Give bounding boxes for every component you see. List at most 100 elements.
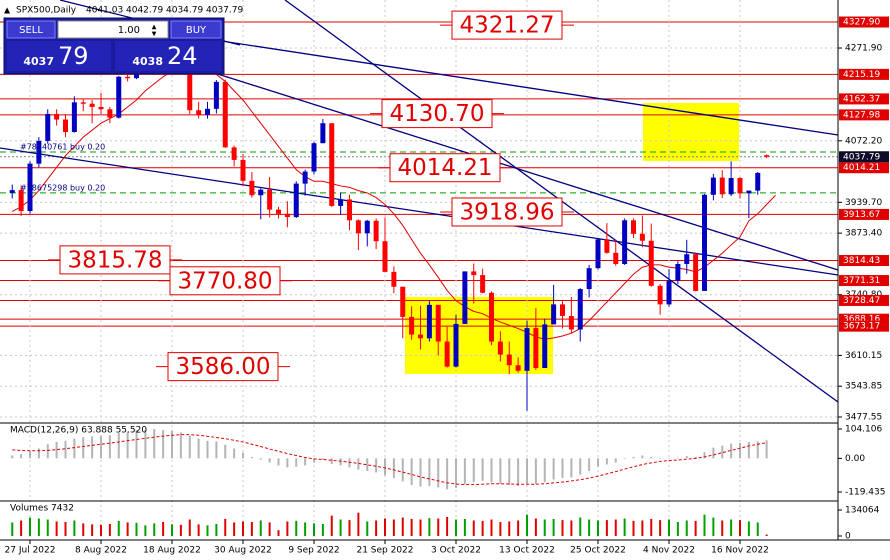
moving-average (12, 66, 776, 340)
buy-label[interactable]: BUY (186, 25, 207, 36)
level-tag (839, 255, 889, 267)
candle-body (480, 275, 486, 293)
candle-body (400, 286, 406, 317)
y-tick-label: 3939.70 (845, 198, 882, 208)
volume-bar (250, 522, 253, 536)
volume-bar (605, 520, 608, 536)
macd-bar (543, 458, 546, 483)
volume-bar (153, 523, 156, 536)
candle-body (728, 178, 734, 195)
y-tick-label: 3873.40 (845, 229, 882, 239)
volume-bar (650, 518, 653, 536)
level-label: 4014.21 (843, 163, 880, 173)
candle-body (568, 316, 574, 330)
y-tick-label: 134064 (845, 505, 880, 515)
x-tick-label: 18 Aug 2022 (143, 546, 201, 556)
y-tick-label: 0 (845, 532, 851, 542)
macd-bar (206, 440, 209, 459)
macd-bar (188, 435, 191, 459)
candle-body (36, 140, 42, 164)
volume-bar (641, 520, 644, 536)
macd-bar (508, 458, 511, 486)
sell-label[interactable]: SELL (19, 25, 43, 36)
sell-button[interactable] (6, 20, 56, 39)
bid-big[interactable]: 4037 (23, 55, 54, 68)
candle-body (54, 113, 60, 120)
macd-bar (153, 429, 156, 459)
macd-bar (703, 452, 706, 459)
macd-bar (321, 458, 324, 460)
volume-bar (73, 520, 76, 536)
volume-bar (268, 522, 271, 537)
candle-body (222, 81, 228, 148)
spin-up[interactable]: ▲ (152, 24, 157, 31)
annotation-label: 3815.78 (67, 247, 162, 273)
candle-body (551, 304, 557, 325)
candle-body (489, 292, 494, 342)
macd-bar (747, 441, 750, 459)
lot-value[interactable]: 1.00 (118, 25, 140, 36)
macd-bar (401, 458, 404, 482)
spin-down[interactable]: ▼ (152, 31, 157, 38)
macd-bar (268, 458, 271, 463)
volume-bar (437, 518, 440, 536)
volume-bar (330, 515, 333, 536)
candle-body (98, 106, 104, 110)
x-tick-label: 30 Aug 2022 (214, 546, 272, 556)
level-tag (839, 162, 889, 174)
volume-bar (685, 520, 688, 536)
level-label: 4327.90 (843, 18, 880, 28)
candle-body (560, 304, 565, 317)
macd-bar (641, 455, 644, 459)
level-label: 4127.98 (843, 110, 880, 120)
ask-big[interactable]: 4038 (132, 55, 163, 68)
macd-bar (526, 458, 528, 484)
macd-bar (534, 458, 537, 485)
volumes-title: Volumes 7432 (10, 504, 74, 514)
volume-bar (206, 525, 209, 536)
order-label: #78740761 buy 0.20 (20, 143, 105, 152)
lot-input[interactable] (57, 20, 169, 39)
macd-bar (330, 458, 333, 464)
level-tag (839, 275, 889, 287)
bid-small[interactable]: 79 (58, 42, 89, 70)
macd-bar (428, 458, 431, 486)
candle-body (675, 263, 681, 281)
ask-tile[interactable] (115, 41, 221, 71)
volume-bar (242, 521, 244, 537)
buy-button[interactable] (170, 20, 222, 39)
volume-bar (517, 520, 520, 536)
volume-bar (694, 520, 697, 536)
candle-body (355, 220, 361, 234)
macd-bar (179, 432, 182, 459)
level-tag (839, 208, 889, 220)
volume-bar (321, 523, 324, 537)
candle-body (657, 285, 663, 305)
candle-body (418, 334, 423, 339)
candle-body (506, 354, 512, 366)
macd-bar (517, 458, 520, 486)
bid-tile[interactable] (7, 41, 111, 71)
x-tick-label: 13 Oct 2022 (499, 546, 555, 556)
x-tick-label: 8 Aug 2022 (75, 546, 127, 556)
level-label: 3771.31 (843, 276, 880, 286)
macd-bar (561, 458, 564, 479)
macd-bar (605, 458, 608, 465)
macd-bar (100, 435, 102, 459)
macd-bar (694, 456, 697, 459)
macd-bar (499, 458, 502, 484)
volume-bar (179, 524, 182, 537)
macd-bar (277, 458, 280, 466)
y-tick-label: 3543.85 (845, 382, 882, 392)
candle-body (666, 280, 672, 305)
volume-bar (286, 521, 289, 537)
candle-body (533, 328, 539, 369)
volume-bar (348, 520, 351, 536)
volume-bar (108, 523, 111, 537)
candle-body (542, 324, 548, 369)
volume-bar (401, 517, 404, 536)
ask-small[interactable]: 24 (167, 42, 198, 70)
candle-body (693, 254, 699, 291)
